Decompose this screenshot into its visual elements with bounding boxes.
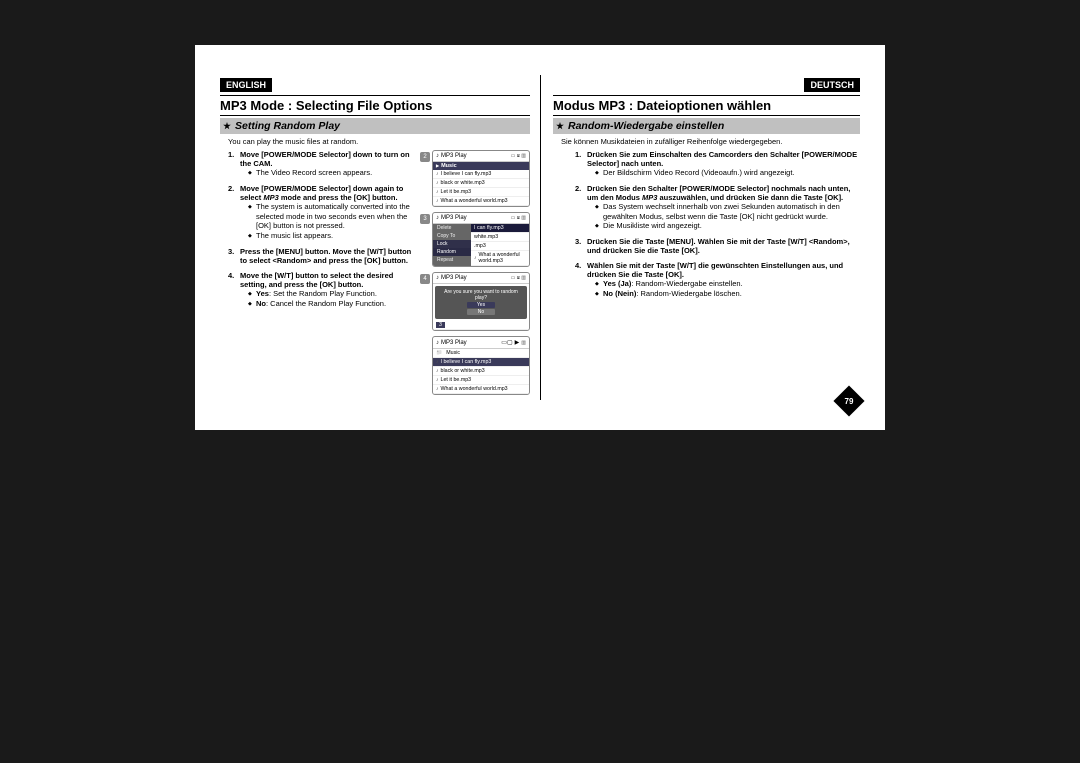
screen-2: MP3 Play▭ ⧈ ▥ Music I believe I can fly.… — [432, 150, 530, 207]
english-column: ENGLISH MP3 Mode : Selecting File Option… — [220, 75, 540, 400]
screen-4: MP3 Play▭ ⧈ ▥ Are you sure you want to r… — [432, 272, 530, 331]
screenshots-column: 2 MP3 Play▭ ⧈ ▥ Music I believe I can fl… — [420, 150, 530, 400]
intro-de: Sie können Musikdateien in zufälliger Re… — [561, 137, 860, 146]
lang-badge-en: ENGLISH — [220, 78, 272, 92]
screen-5: MP3 Play▭▢▶▥ Music I believe I can fly.m… — [432, 336, 530, 395]
title-de: Modus MP3 : Dateioptionen wählen — [553, 98, 860, 113]
steps-de: 1.Drücken Sie zum Einschalten des Camcor… — [553, 150, 860, 299]
subtitle-de: Random-Wiedergabe einstellen — [568, 120, 724, 132]
intro-en: You can play the music files at random. — [228, 137, 530, 146]
star-icon — [223, 122, 231, 130]
german-column: DEUTSCH Modus MP3 : Dateioptionen wählen… — [540, 75, 860, 400]
page-number: 79 — [838, 390, 860, 412]
subtitle-en: Setting Random Play — [235, 120, 340, 132]
steps-en: 1.Move [POWER/MODE Selector] down to tur… — [220, 150, 416, 308]
lang-badge-de: DEUTSCH — [804, 78, 860, 92]
star-icon — [556, 122, 564, 130]
screen-3: MP3 Play▭ ⧈ ▥ Delete Copy To Lock Random… — [432, 212, 530, 267]
manual-page: ENGLISH MP3 Mode : Selecting File Option… — [195, 45, 885, 430]
screen-badge-3: 3 — [420, 214, 430, 224]
title-en: MP3 Mode : Selecting File Options — [220, 98, 530, 113]
screen-badge-2: 2 — [420, 152, 430, 162]
screen-badge-4: 4 — [420, 274, 430, 284]
